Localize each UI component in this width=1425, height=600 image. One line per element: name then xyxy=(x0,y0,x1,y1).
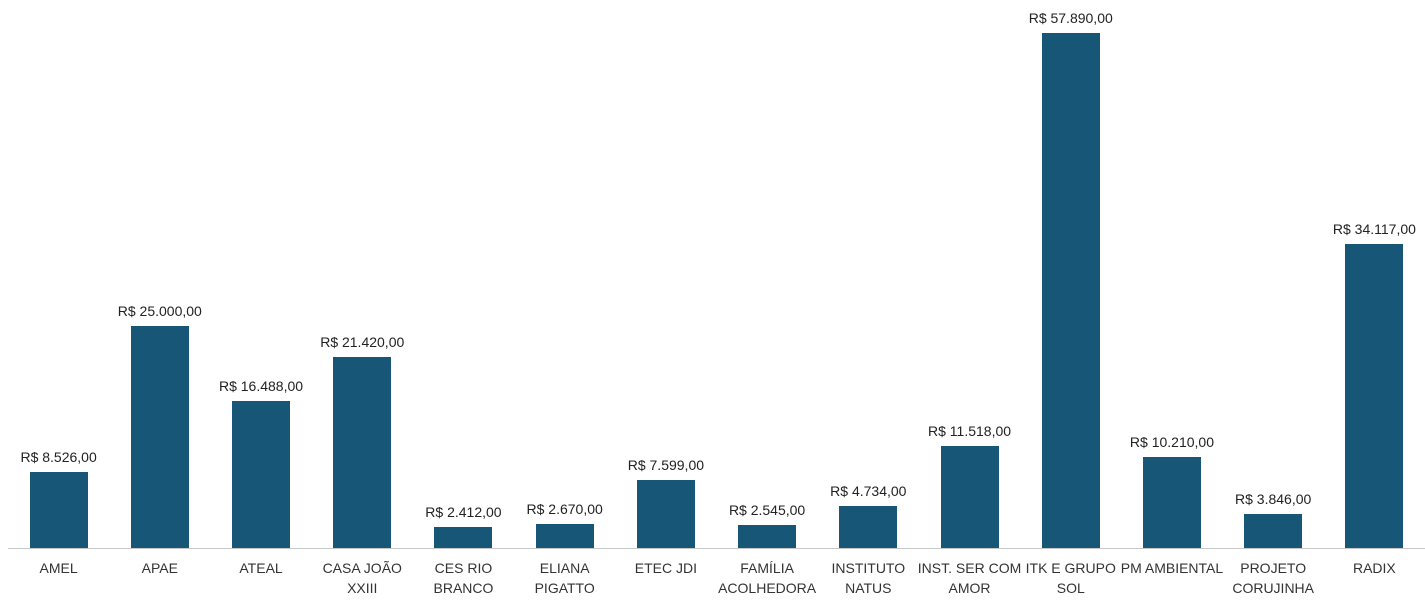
x-tick-label: RADIX xyxy=(1352,560,1396,576)
value-label: R$ 2.412,00 xyxy=(425,503,502,520)
value-label: R$ 57.890,00 xyxy=(1028,10,1113,26)
value-label: R$ 7.599,00 xyxy=(627,457,705,474)
bar xyxy=(535,524,594,548)
value-label: R$ 4.734,00 xyxy=(830,482,907,499)
x-tick-label: INST. SER COM AMOR xyxy=(917,560,1022,596)
value-label: R$ 25.000,00 xyxy=(117,302,202,319)
x-tick-label: ATEAL xyxy=(239,560,283,576)
bar xyxy=(434,526,493,548)
value-label: R$ 2.545,00 xyxy=(728,502,806,519)
x-tick-label: ELIANA PIGATTO xyxy=(534,560,595,596)
value-label: R$ 21.420,00 xyxy=(320,334,405,351)
bar xyxy=(1345,244,1404,548)
bar xyxy=(738,525,797,548)
x-tick-label: INSTITUTO NATUS xyxy=(831,560,906,596)
x-tick-label: APAE xyxy=(141,560,178,576)
x-tick-label: PM AMBIENTAL xyxy=(1120,560,1224,576)
baseline xyxy=(8,548,1425,549)
value-label: R$ 8.526,00 xyxy=(20,449,97,466)
bar xyxy=(839,505,898,548)
bar xyxy=(29,472,88,548)
x-tick-label: FAMÍLIA ACOLHEDORA xyxy=(718,560,817,596)
x-tick-label: CES RIO BRANCO xyxy=(433,560,494,596)
bar xyxy=(1142,457,1201,548)
value-label: R$ 10.210,00 xyxy=(1129,434,1214,451)
value-label: R$ 11.518,00 xyxy=(928,422,1012,439)
bar xyxy=(940,445,999,548)
x-tick-label: ITK E GRUPO SOL xyxy=(1025,560,1116,596)
x-tick-label: CASA JOÃO XXIII xyxy=(322,560,402,596)
value-label: R$ 2.670,00 xyxy=(526,501,603,518)
bar xyxy=(333,357,392,548)
x-tick-label: ETEC JDI xyxy=(634,560,697,576)
x-tick-label: PROJETO CORUJINHA xyxy=(1232,560,1314,596)
bar xyxy=(232,401,291,548)
x-tick-label: AMEL xyxy=(39,560,78,576)
bar xyxy=(636,480,695,548)
bar xyxy=(1041,33,1100,548)
value-label: R$ 34.117,00 xyxy=(1332,221,1416,238)
value-label: R$ 3.846,00 xyxy=(1235,490,1312,507)
bar xyxy=(1244,513,1303,548)
bar xyxy=(130,325,189,548)
value-label: R$ 16.488,00 xyxy=(218,378,304,395)
